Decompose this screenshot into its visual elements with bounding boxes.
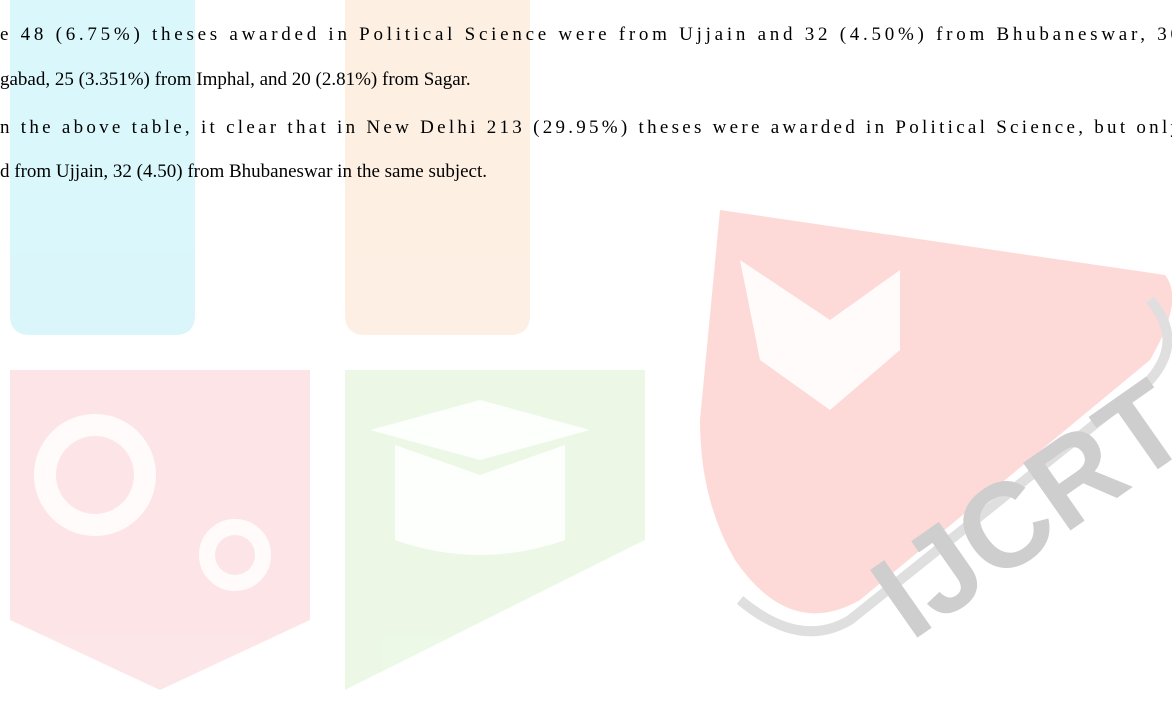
paragraph-line: gabad, 25 (3.351%) from Imphal, and 20 (… xyxy=(0,69,471,90)
logo-cap xyxy=(370,400,590,555)
paragraph-line: e 48 (6.75%) theses awarded in Political… xyxy=(0,24,1172,45)
logo-tile-pink xyxy=(10,370,310,690)
page: {"paragraphs": [ {"lines": ["e 48 (6.75%… xyxy=(0,0,1172,704)
paragraph-line: n the above table, it clear that in New … xyxy=(0,117,1172,138)
paragraph-line: d from Ujjain, 32 (4.50) from Bhubaneswa… xyxy=(0,161,487,182)
watermark-logo: IJCRT xyxy=(10,0,1172,690)
document: IJCRT e 48 (6.75%) theses awarded in Pol… xyxy=(0,0,1172,704)
